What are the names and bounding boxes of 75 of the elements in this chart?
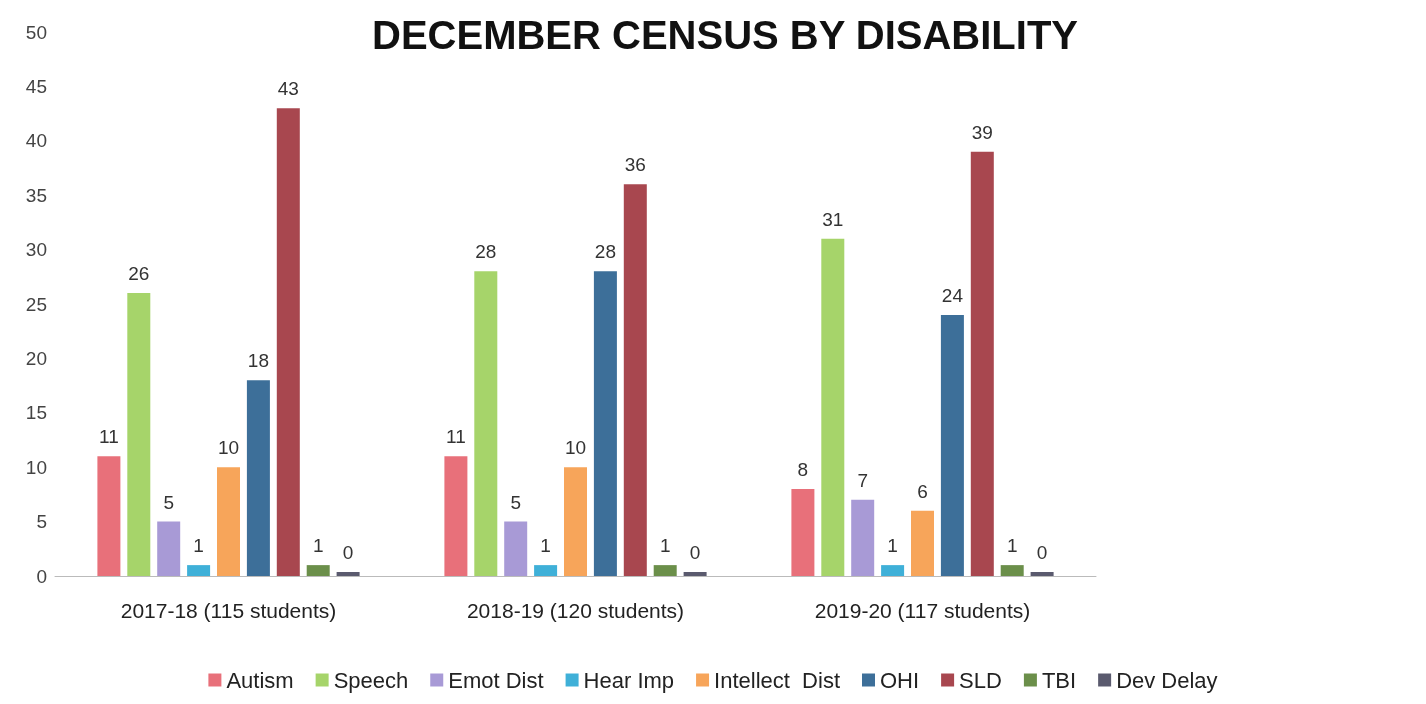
y-tick-label: 40 <box>25 130 47 152</box>
bar <box>534 565 558 576</box>
data-label: 39 <box>971 121 993 143</box>
y-tick-label: 50 <box>25 21 47 43</box>
bar <box>504 521 528 576</box>
bar <box>593 271 617 576</box>
bar <box>246 380 270 576</box>
data-label: 0 <box>1036 542 1048 563</box>
bar <box>157 521 181 576</box>
data-label: 28 <box>594 241 616 263</box>
y-tick-label: 15 <box>25 402 47 424</box>
data-label: 1 <box>887 535 898 557</box>
legend-label: Speech <box>333 667 409 693</box>
data-label: 11 <box>99 426 119 448</box>
bar <box>187 565 211 576</box>
y-tick-label: 20 <box>25 347 47 369</box>
data-label: 8 <box>797 458 809 480</box>
x-tick-label: 2019-20 (117 students) <box>814 599 1031 622</box>
legend-label: Intellect Dist <box>714 667 840 693</box>
data-label: 43 <box>277 78 299 100</box>
data-label: 18 <box>247 350 269 372</box>
legend-label: Autism <box>226 667 294 693</box>
data-label: 7 <box>857 469 868 491</box>
data-label: 11 <box>446 426 466 448</box>
bar <box>791 488 815 576</box>
y-tick-label: 5 <box>36 511 47 533</box>
data-label: 26 <box>128 263 150 285</box>
data-label: 0 <box>689 542 701 563</box>
bar <box>217 467 240 576</box>
bar <box>306 565 330 576</box>
data-label: 24 <box>941 284 964 306</box>
legend-label: Dev Delay <box>1116 667 1218 693</box>
data-label: 36 <box>624 154 646 176</box>
chart-title: DECEMBER CENSUS BY DISABILITY <box>371 13 1079 57</box>
data-label: 10 <box>564 437 587 459</box>
y-tick-label: 45 <box>25 75 47 97</box>
bar <box>821 238 845 576</box>
data-label: 1 <box>540 535 551 557</box>
bar <box>970 151 994 576</box>
bar <box>444 456 468 576</box>
bar <box>940 314 964 576</box>
bar <box>97 456 121 576</box>
x-tick-label: 2018-19 (120 students) <box>466 599 685 622</box>
data-label: 1 <box>1006 535 1018 557</box>
y-tick-label: 10 <box>25 456 47 478</box>
bar <box>623 184 647 576</box>
data-label: 6 <box>917 480 928 502</box>
data-label: 1 <box>659 535 671 557</box>
bar <box>911 510 934 576</box>
data-label: 28 <box>475 241 497 263</box>
data-label: 5 <box>510 491 521 513</box>
data-label: 10 <box>217 437 240 459</box>
bar <box>1000 565 1024 576</box>
bar <box>851 499 875 576</box>
x-tick-label: 2017-18 (115 students) <box>120 599 337 622</box>
bar <box>564 467 587 576</box>
legend-label: TBI <box>1041 667 1077 693</box>
data-label: 1 <box>312 535 324 557</box>
data-label: 0 <box>342 542 354 563</box>
legend-label: Emot Dist <box>448 667 544 693</box>
data-label: 5 <box>163 491 174 513</box>
data-label: 1 <box>193 535 204 557</box>
bar <box>881 565 905 576</box>
bar <box>653 565 677 576</box>
bar <box>127 293 151 576</box>
y-tick-label: 25 <box>25 293 47 315</box>
legend-label: Hear Imp <box>583 667 675 693</box>
bar <box>474 271 498 576</box>
bar <box>276 108 300 576</box>
y-tick-label: 30 <box>25 239 47 261</box>
legend-label: OHI <box>879 667 920 693</box>
data-label: 31 <box>822 208 844 230</box>
legend-label: SLD <box>959 667 1002 693</box>
y-tick-label: 0 <box>36 565 47 587</box>
y-tick-label: 35 <box>25 184 47 206</box>
